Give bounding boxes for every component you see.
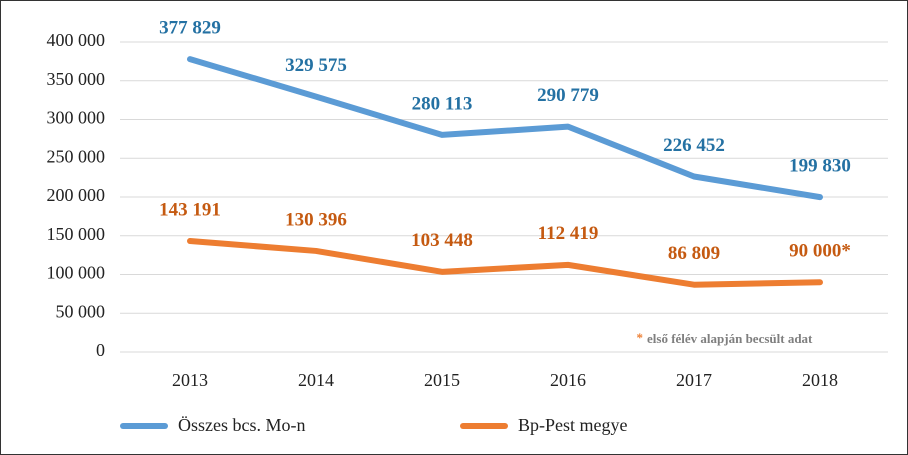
legend-label: Összes bcs. Mo-n	[178, 415, 306, 435]
data-label: 280 113	[412, 93, 473, 114]
data-label: 290 779	[537, 85, 599, 106]
data-label: 112 419	[538, 223, 599, 244]
y-tick-label: 350 000	[47, 69, 106, 89]
data-label: 103 448	[411, 230, 473, 251]
y-tick-label: 100 000	[47, 263, 106, 283]
data-label: 226 452	[663, 135, 725, 156]
x-tick-label: 2016	[550, 370, 586, 390]
y-tick-label: 250 000	[47, 146, 106, 166]
x-tick-label: 2014	[298, 370, 334, 390]
series-line	[187, 238, 823, 288]
data-label: 377 829	[159, 18, 221, 39]
annotation: első félév alapján becsült adat	[647, 331, 813, 346]
data-label: 86 809	[668, 243, 720, 264]
x-tick-label: 2018	[802, 370, 838, 390]
data-label: 199 830	[789, 155, 851, 176]
y-tick-label: 50 000	[56, 301, 106, 321]
data-label: 143 191	[159, 199, 221, 220]
y-tick-label: 150 000	[47, 224, 106, 244]
x-tick-label: 2017	[676, 370, 712, 390]
y-tick-label: 400 000	[47, 30, 106, 50]
data-label: 329 575	[285, 55, 347, 76]
y-tick-label: 200 000	[47, 185, 106, 205]
y-tick-label: 300 000	[47, 108, 106, 128]
annotation-marker: *	[637, 330, 644, 345]
data-label: 90 000*	[789, 241, 851, 262]
series-line	[187, 56, 823, 201]
x-tick-label: 2013	[172, 370, 208, 390]
legend-label: Bp-Pest megye	[518, 415, 628, 435]
x-tick-label: 2015	[424, 370, 460, 390]
data-label: 130 396	[285, 209, 347, 230]
y-tick-label: 0	[96, 340, 105, 360]
